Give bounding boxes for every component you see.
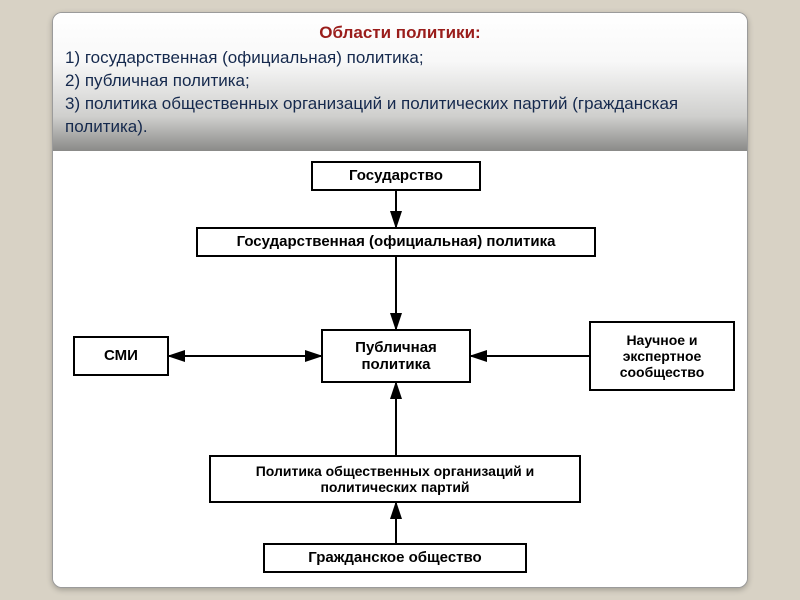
node-civil: Гражданское общество — [263, 543, 527, 573]
header-line-2: 2) публичная политика; — [65, 70, 735, 93]
header-line-1: 1) государственная (официальная) политик… — [65, 47, 735, 70]
content-frame: Области политики: 1) государственная (оф… — [52, 12, 748, 588]
header-title: Области политики: — [65, 23, 735, 43]
node-gov_policy: Государственная (официальная) политика — [196, 227, 596, 257]
node-science: Научное и экспертное сообщество — [589, 321, 735, 391]
flowchart-diagram: Государство Государственная (официальная)… — [53, 151, 747, 587]
node-state: Государство — [311, 161, 481, 191]
header-line-3: 3) политика общественных организаций и п… — [65, 93, 735, 139]
node-smi: СМИ — [73, 336, 169, 376]
node-org_policy: Политика общественных организаций и поли… — [209, 455, 581, 503]
node-public: Публичная политика — [321, 329, 471, 383]
header-panel: Области политики: 1) государственная (оф… — [53, 13, 747, 151]
